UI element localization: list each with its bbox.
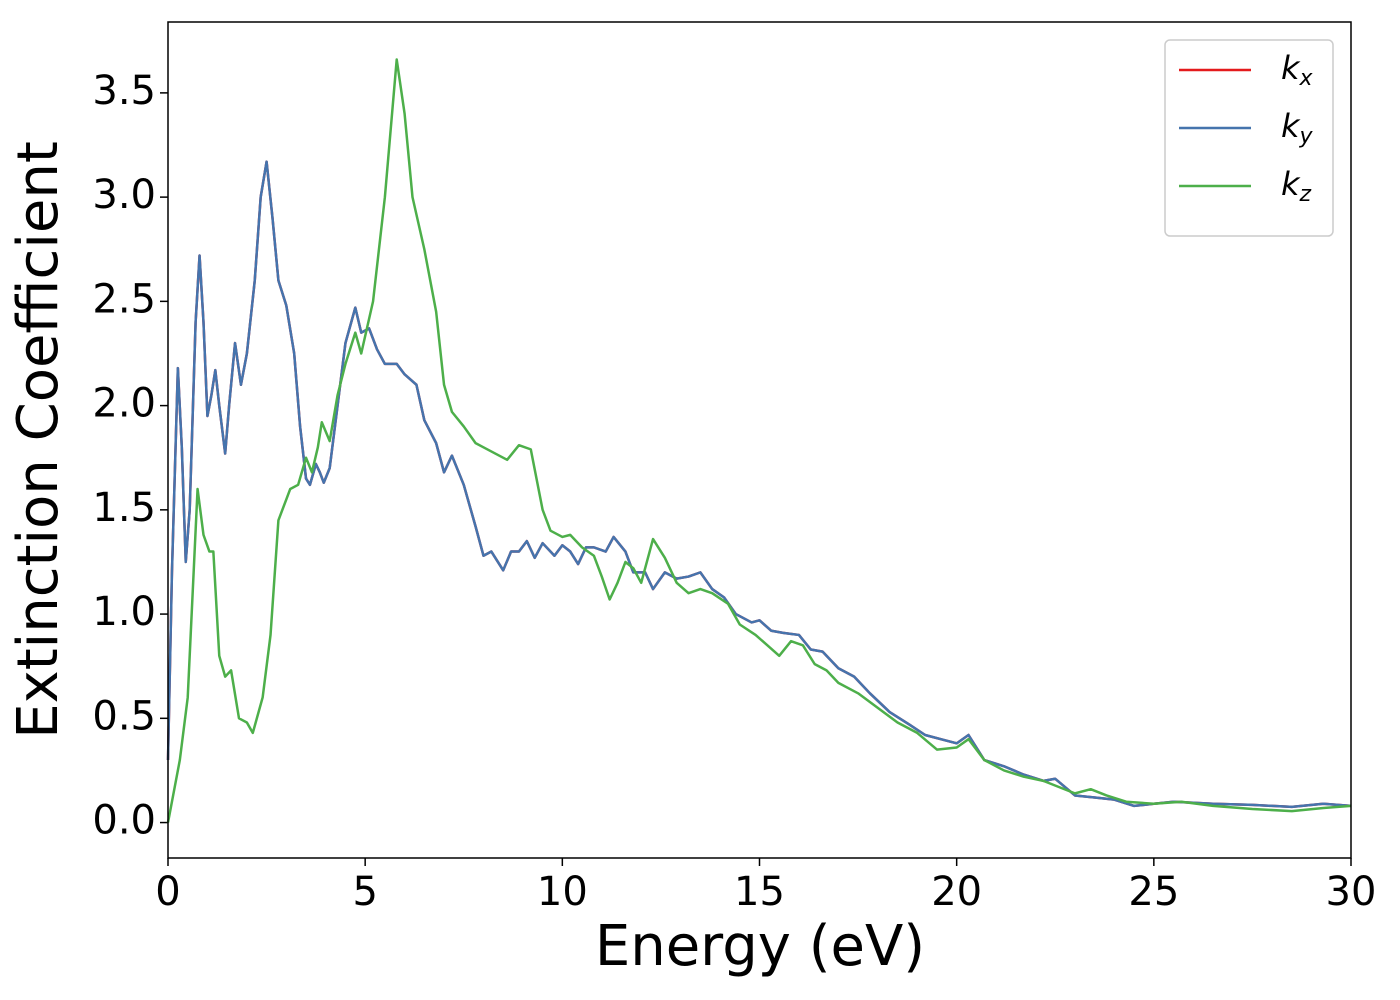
y-axis-label: Extinction Coefficient bbox=[6, 141, 71, 739]
x-tick-label: 30 bbox=[1326, 869, 1377, 915]
x-tick-label: 10 bbox=[537, 869, 588, 915]
x-tick-label: 25 bbox=[1128, 869, 1179, 915]
x-tick-label: 0 bbox=[155, 869, 180, 915]
y-tick-label: 1.0 bbox=[92, 589, 156, 635]
legend-label: kx bbox=[1281, 49, 1314, 91]
plot-frame bbox=[167, 21, 1352, 859]
series-line bbox=[166, 160, 1352, 809]
y-tick-label: 2.0 bbox=[92, 381, 156, 427]
y-tick-label: 1.5 bbox=[92, 485, 156, 531]
series-line bbox=[166, 58, 1352, 823]
x-tick-label: 15 bbox=[734, 869, 785, 915]
y-tick-label: 2.5 bbox=[92, 276, 156, 322]
x-tick-label: 5 bbox=[352, 869, 377, 915]
y-tick-label: 0.5 bbox=[92, 693, 156, 739]
x-axis-label: Energy (eV) bbox=[595, 914, 925, 979]
legend-label: kz bbox=[1281, 165, 1312, 207]
legend-label: ky bbox=[1281, 107, 1314, 149]
series-line bbox=[166, 160, 1352, 809]
y-tick-label: 3.0 bbox=[92, 172, 156, 218]
x-tick-label: 20 bbox=[931, 869, 982, 915]
y-tick-label: 3.5 bbox=[92, 68, 156, 114]
y-tick-label: 0.0 bbox=[92, 798, 156, 844]
